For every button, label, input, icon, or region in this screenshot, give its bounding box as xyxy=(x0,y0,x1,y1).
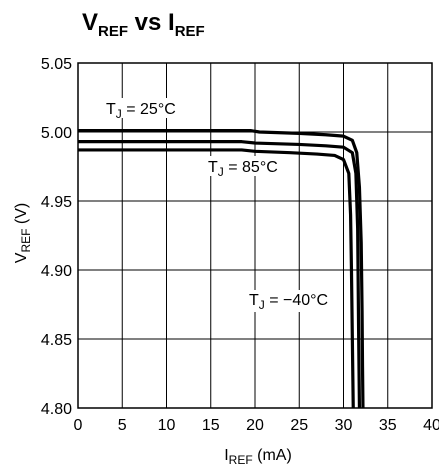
series-line-0 xyxy=(78,129,365,409)
annotation-25c: TJ = 25°C xyxy=(104,98,184,121)
x-tick-label: 25 xyxy=(290,417,308,434)
y-tick-label: 5.00 xyxy=(41,125,72,142)
x-axis-label: IREF (mA) xyxy=(224,447,292,465)
x-tick-label: 20 xyxy=(246,417,264,434)
x-tick-label: 5 xyxy=(118,417,127,434)
y-tick-label: 4.80 xyxy=(41,401,72,418)
y-tick-label: 4.90 xyxy=(41,263,72,280)
svg-text:TJ = 25°C: TJ = 25°C xyxy=(106,101,176,121)
series-line-1 xyxy=(78,148,355,409)
svg-text:TJ = −40°C: TJ = −40°C xyxy=(249,292,328,312)
y-tick-label: 4.85 xyxy=(41,332,72,349)
y-tick-label: 4.95 xyxy=(41,194,72,211)
annotation-neg40c: TJ = −40°C xyxy=(247,290,343,312)
plot-frame xyxy=(77,62,433,409)
x-tick-label: 15 xyxy=(202,417,220,434)
series-line-2 xyxy=(78,140,362,409)
x-tick-label: 35 xyxy=(379,417,397,434)
y-tick-label: 5.05 xyxy=(41,56,72,73)
x-tick-label: 10 xyxy=(158,417,176,434)
y-tick-labels: 4.80 4.85 4.90 4.95 5.00 5.05 xyxy=(41,56,72,418)
y-axis-label: VREF (V) xyxy=(13,203,33,263)
annotation-85c: TJ = 85°C xyxy=(206,156,290,179)
x-tick-label: 40 xyxy=(423,417,439,434)
x-tick-labels: 0 5 10 15 20 25 30 35 40 xyxy=(74,417,439,434)
series-layer xyxy=(78,129,365,409)
x-tick-label: 30 xyxy=(335,417,353,434)
x-tick-label: 0 xyxy=(74,417,83,434)
svg-text:TJ = 85°C: TJ = 85°C xyxy=(208,159,278,179)
chart-title: VREF vs IREF xyxy=(82,9,205,40)
